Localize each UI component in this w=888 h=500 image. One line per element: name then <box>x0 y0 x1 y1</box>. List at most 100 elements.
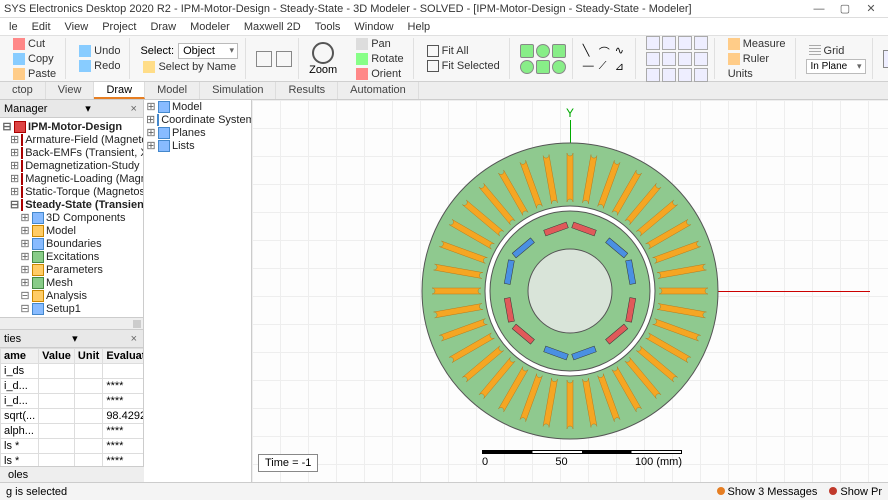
tree-item[interactable]: ⊞Boundaries <box>0 237 143 250</box>
tree-item[interactable]: ⊞Magnetic-Loading (Magnetostatic, X <box>0 172 143 185</box>
shapes-group <box>514 38 573 79</box>
table-row[interactable]: sqrt(...98.429263941 <box>1 409 144 424</box>
ruler-button[interactable]: Ruler <box>725 52 789 66</box>
measure-button[interactable]: Measure <box>725 37 789 51</box>
lines-group: ╲⌒∿ —⟋⊿ <box>577 38 636 79</box>
nav-icons-group <box>250 38 299 79</box>
tab-draw[interactable]: Draw <box>94 82 145 99</box>
modeler-canvas[interactable]: Time = -1 0 50 100 (mm) <box>252 100 888 482</box>
tree-item[interactable]: ⊞3D Components <box>0 211 143 224</box>
close-props-button[interactable]: × <box>129 333 139 345</box>
zoom-button[interactable]: Zoom <box>303 38 343 79</box>
redo-button[interactable]: Redo <box>76 59 123 73</box>
line-palette[interactable]: ╲⌒∿ —⟋⊿ <box>583 44 629 74</box>
tree-item[interactable]: ⊟Steady-State (Transient, XY) <box>0 198 143 211</box>
cursor-icon[interactable] <box>256 51 272 67</box>
inplane-dropdown[interactable]: In Plane <box>806 59 866 74</box>
table-row[interactable]: ls ***** <box>1 439 144 454</box>
close-panel-button[interactable]: × <box>129 103 139 115</box>
tab-results[interactable]: Results <box>276 82 338 99</box>
menu-project[interactable]: Project <box>95 21 143 33</box>
motor-geometry <box>415 136 725 446</box>
tree-item[interactable]: ⊞Back-EMFs (Transient, XY) <box>0 146 143 159</box>
units-button[interactable]: Units <box>725 67 789 81</box>
operation-palette[interactable] <box>646 36 708 82</box>
tree-item[interactable]: ⊞Coordinate Systems <box>144 113 251 126</box>
shape-palette[interactable] <box>520 44 566 74</box>
pan-icon <box>356 38 368 50</box>
cut-button[interactable]: Cut <box>10 37 59 51</box>
tab-view[interactable]: View <box>46 82 95 99</box>
tree-item[interactable]: ⊞Static-Torque (Magnetostatic, XY) <box>0 185 143 198</box>
table-row[interactable]: alph...**** <box>1 424 144 439</box>
tree-item[interactable]: ⊞Lists <box>144 139 251 152</box>
pan-button[interactable]: Pan <box>353 37 406 51</box>
measure-icon <box>728 38 740 50</box>
menu-maxwell 2d[interactable]: Maxwell 2D <box>237 21 308 33</box>
status-bar: g is selected Show 3 Messages Show Pr <box>0 482 888 500</box>
project-manager-panel: Manager ▾ × ⊟IPM-Motor-Design⊞Armature-F… <box>0 100 144 482</box>
tab-model[interactable]: Model <box>145 82 200 99</box>
maximize-button[interactable]: ▢ <box>832 2 858 15</box>
progress-button[interactable]: Show Pr <box>829 486 882 498</box>
tab-automation[interactable]: Automation <box>338 82 419 99</box>
tree-item[interactable]: ⊟Setup1 <box>0 302 143 315</box>
ribbon-toolbar: Cut Copy Paste Undo Redo Select: Object … <box>0 36 888 82</box>
grid-button[interactable]: Grid <box>806 44 866 58</box>
ribbon-tabs: ctopViewDrawModelSimulationResultsAutoma… <box>0 82 888 100</box>
fit-all-button[interactable]: Fit All <box>424 44 503 58</box>
grid-group: Grid In Plane <box>800 38 873 79</box>
menu-edit[interactable]: Edit <box>25 21 58 33</box>
zoom-icon <box>312 42 334 64</box>
bottom-tab[interactable]: oles <box>0 466 144 482</box>
measure-group: Measure Ruler Units <box>719 38 796 79</box>
tree-item[interactable]: ⊟IPM-Motor-Design <box>0 120 143 133</box>
tree-item[interactable]: ⊞Demagnetization-Study (Magnetostat <box>0 159 143 172</box>
table-row[interactable]: i_ds <box>1 364 144 379</box>
copy-icon <box>13 53 25 65</box>
tree-item[interactable]: ⊞Excitations <box>0 250 143 263</box>
menu-help[interactable]: Help <box>401 21 438 33</box>
tree-item[interactable]: ⊞Armature-Field (Magnetostatic, XY) <box>0 133 143 146</box>
redo-icon <box>79 60 91 72</box>
tree-item[interactable]: ⊞Planes <box>144 126 251 139</box>
menu-window[interactable]: Window <box>347 21 400 33</box>
tab-simulation[interactable]: Simulation <box>200 82 276 99</box>
pin-icon[interactable]: ▾ <box>69 332 81 345</box>
undo-button[interactable]: Undo <box>76 44 123 58</box>
copy-button[interactable]: Copy <box>10 52 59 66</box>
viewport-icon[interactable] <box>883 50 888 68</box>
tree-item[interactable]: ⊞Parameters <box>0 263 143 276</box>
tree-item[interactable]: ⊟Analysis <box>0 289 143 302</box>
orient-button[interactable]: Orient <box>353 67 406 81</box>
minimize-button[interactable]: — <box>806 3 832 15</box>
fit-sel-icon <box>427 60 439 72</box>
select-mode-dropdown[interactable]: Object <box>178 43 238 59</box>
tree-item[interactable]: ⊞Model <box>0 224 143 237</box>
properties-panel: ties ▾ × ameValueUnitEvaluated Vali_dsi_… <box>0 329 143 482</box>
table-row[interactable]: i_d...**** <box>1 379 144 394</box>
menu-draw[interactable]: Draw <box>143 21 183 33</box>
rotate-button[interactable]: Rotate <box>353 52 406 66</box>
fit-group: Fit All Fit Selected <box>418 38 510 79</box>
menu-modeler[interactable]: Modeler <box>183 21 237 33</box>
hand-icon[interactable] <box>276 51 292 67</box>
pin-icon[interactable]: ▾ <box>82 102 94 115</box>
status-text: g is selected <box>6 486 67 498</box>
close-button[interactable]: ✕ <box>858 2 884 15</box>
paste-button[interactable]: Paste <box>10 67 59 81</box>
select-by-name-button[interactable]: Select by Name <box>140 60 239 74</box>
menu-bar: leEditViewProjectDrawModelerMaxwell 2DTo… <box>0 18 888 36</box>
model-tree-panel: ⊞Model⊞Coordinate Systems⊞Planes⊞Lists <box>144 100 252 482</box>
tree-item[interactable]: ⊞Mesh <box>0 276 143 289</box>
table-row[interactable]: i_d...**** <box>1 394 144 409</box>
tree-scroll[interactable] <box>0 317 143 329</box>
menu-le[interactable]: le <box>2 21 25 33</box>
fit-selected-button[interactable]: Fit Selected <box>424 59 503 73</box>
menu-view[interactable]: View <box>58 21 96 33</box>
tree-item[interactable]: ⊞Model <box>144 100 251 113</box>
menu-tools[interactable]: Tools <box>308 21 348 33</box>
main-area: Manager ▾ × ⊟IPM-Motor-Design⊞Armature-F… <box>0 100 888 482</box>
messages-button[interactable]: Show 3 Messages <box>717 486 818 498</box>
tab-ctop[interactable]: ctop <box>0 82 46 99</box>
